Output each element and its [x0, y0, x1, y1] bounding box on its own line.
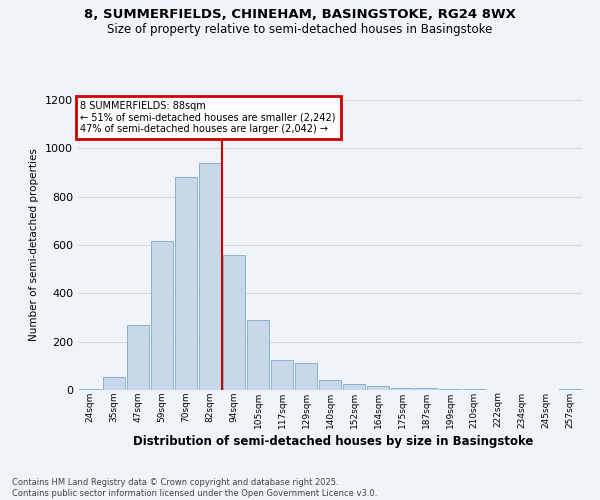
- Bar: [199, 163, 221, 390]
- Bar: [295, 364, 317, 390]
- Bar: [175, 178, 197, 390]
- Bar: [271, 360, 293, 390]
- Bar: [247, 320, 269, 390]
- Bar: [391, 388, 413, 390]
- Bar: [367, 386, 389, 390]
- Bar: [151, 242, 173, 390]
- Bar: [415, 388, 437, 390]
- Bar: [343, 384, 365, 390]
- Text: Contains HM Land Registry data © Crown copyright and database right 2025.
Contai: Contains HM Land Registry data © Crown c…: [12, 478, 377, 498]
- Text: 8, SUMMERFIELDS, CHINEHAM, BASINGSTOKE, RG24 8WX: 8, SUMMERFIELDS, CHINEHAM, BASINGSTOKE, …: [84, 8, 516, 20]
- Y-axis label: Number of semi-detached properties: Number of semi-detached properties: [29, 148, 40, 342]
- Bar: [223, 254, 245, 390]
- Text: 8 SUMMERFIELDS: 88sqm
← 51% of semi-detached houses are smaller (2,242)
47% of s: 8 SUMMERFIELDS: 88sqm ← 51% of semi-deta…: [80, 101, 336, 134]
- Text: Size of property relative to semi-detached houses in Basingstoke: Size of property relative to semi-detach…: [107, 22, 493, 36]
- Bar: [103, 376, 125, 390]
- Bar: [127, 325, 149, 390]
- Bar: [319, 380, 341, 390]
- Text: Distribution of semi-detached houses by size in Basingstoke: Distribution of semi-detached houses by …: [133, 435, 533, 448]
- Bar: [79, 389, 101, 390]
- Bar: [439, 389, 461, 390]
